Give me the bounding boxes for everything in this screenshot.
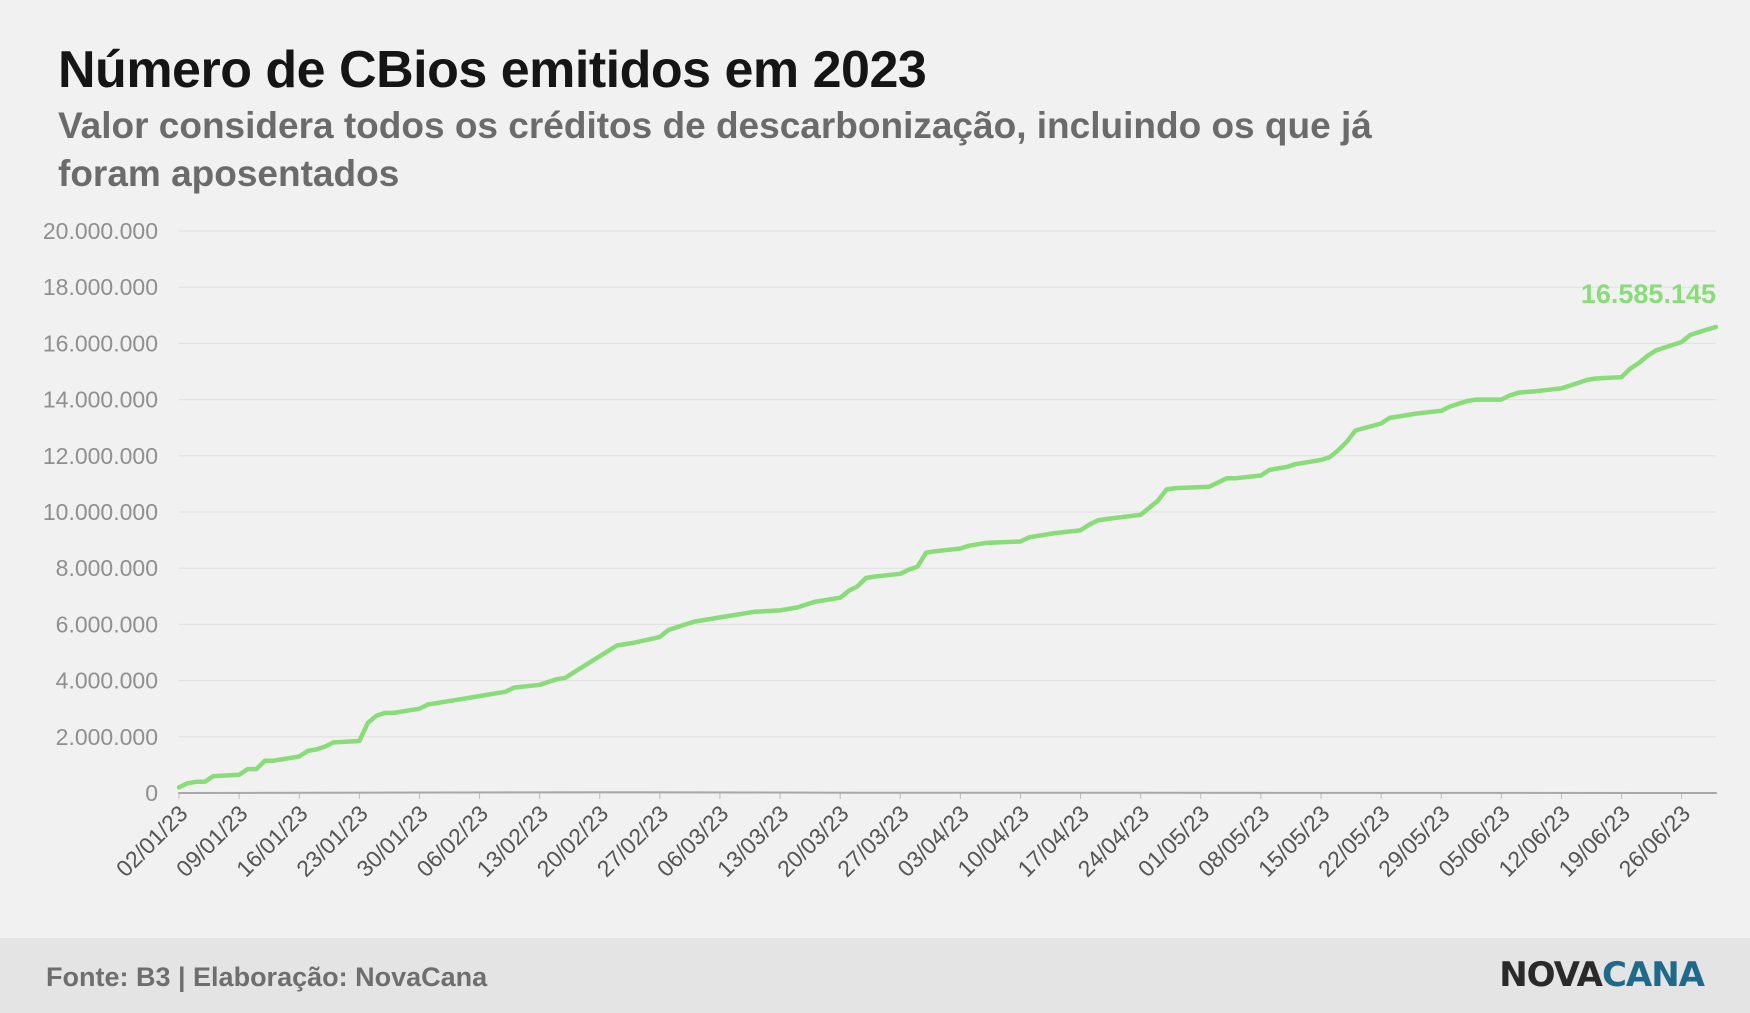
series-line-secondary [178, 791, 1717, 794]
y-tick-label: 2.000.000 [56, 724, 158, 750]
footer-bar: Fonte: B3 | Elaboração: NovaCana NOVACAN… [0, 938, 1750, 1013]
y-tick-label: 14.000.000 [43, 387, 158, 413]
y-tick-label: 12.000.000 [43, 443, 158, 469]
logo-part-1: NOVA [1499, 955, 1603, 995]
source-credit: Fonte: B3 | Elaboração: NovaCana [46, 962, 488, 992]
chart-title: Número de CBios emitidos em 2023 [58, 41, 927, 99]
line-chart: 0 2.000.000 4.000.000 6.000.000 8.000.000 10.… [43, 218, 1719, 882]
y-tick-label: 18.000.000 [43, 274, 158, 300]
y-tick-label: 4.000.000 [56, 668, 158, 694]
y-tick-label: 8.000.000 [56, 555, 158, 581]
y-tick-label: 6.000.000 [56, 611, 158, 637]
novacana-logo: NOVACANA [1499, 955, 1705, 995]
series-line-cbios [176, 324, 1719, 790]
y-tick-label: 16.000.000 [43, 330, 158, 356]
chart-subtitle: Valor considera todos os créditos de des… [58, 105, 1372, 194]
logo-part-2: CANA [1601, 955, 1705, 995]
y-tick-label: 10.000.000 [43, 499, 158, 525]
y-tick-label: 20.000.000 [43, 218, 158, 244]
series-lines [176, 324, 1719, 794]
x-axis-ticks: 02/01/2309/01/2316/01/2323/01/2330/01/23… [111, 793, 1695, 882]
end-value-label: 16.585.145 [1581, 279, 1716, 309]
y-tick-label: 0 [145, 780, 158, 806]
y-axis-ticks: 0 2.000.000 4.000.000 6.000.000 8.000.000 10.… [43, 218, 158, 806]
